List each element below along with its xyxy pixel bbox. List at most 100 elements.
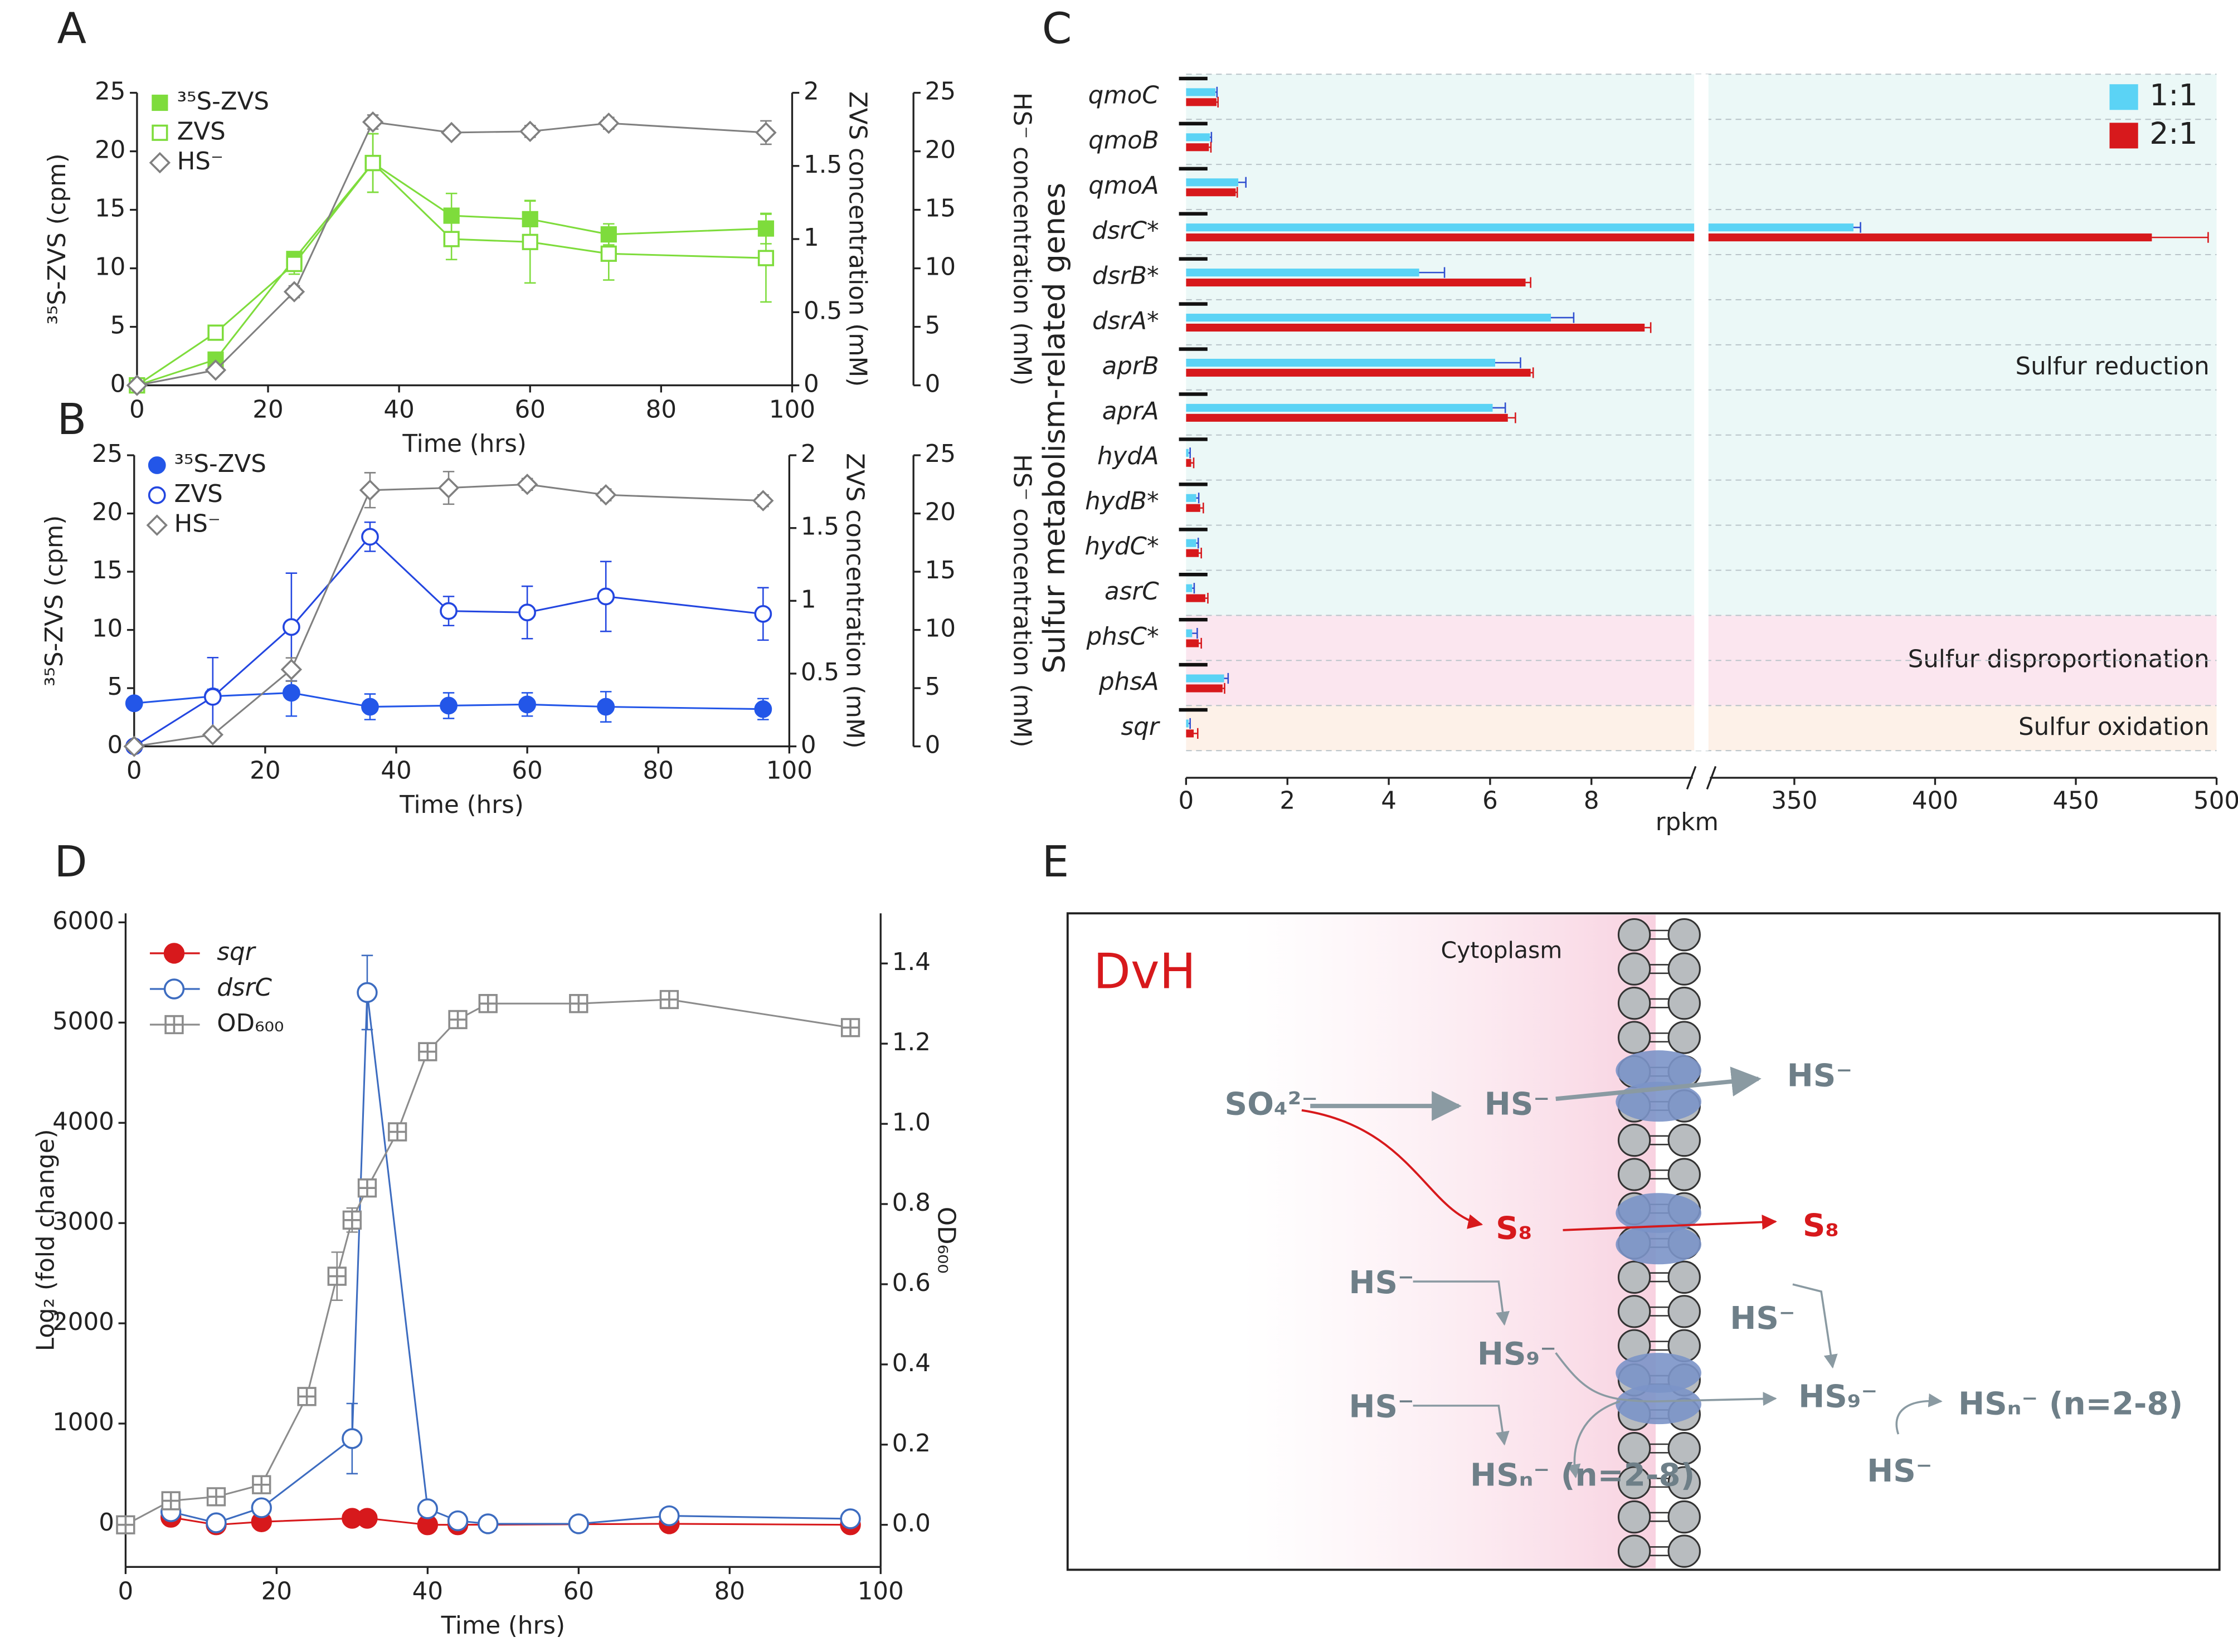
y3-axis-label: HS⁻ concentration (mM) — [1008, 454, 1035, 747]
bar — [1186, 639, 1199, 647]
marker — [359, 479, 381, 501]
bar — [1186, 403, 1493, 412]
bar — [1186, 494, 1196, 502]
error-bar — [1199, 548, 1202, 559]
marker — [518, 603, 536, 622]
lipid-head — [1617, 1466, 1651, 1499]
error-bar — [1495, 357, 1521, 368]
lipid-head — [1617, 986, 1651, 1020]
y-tick-label: 3000 — [52, 1208, 114, 1236]
x-axis-label: Time (hrs) — [402, 430, 527, 458]
x-tick-label: 100 — [858, 1577, 904, 1605]
y3-tick-label: 15 — [925, 557, 956, 584]
marker — [342, 1210, 362, 1230]
y2-tick-label: 0.5 — [804, 297, 842, 325]
x-tick-label: 0 — [129, 396, 145, 424]
y-axis-label: ³⁵S-ZVS (cpm) — [43, 153, 71, 324]
cytoplasm-shade — [1242, 914, 1656, 1568]
x-tick-label: 60 — [515, 396, 546, 424]
y-tick-label: dsrC* — [1092, 217, 1159, 245]
marker — [659, 1505, 680, 1527]
y-tick-label: hydB* — [1085, 488, 1159, 515]
marker — [755, 121, 777, 144]
marker — [283, 281, 305, 303]
y3-tick-label: 25 — [925, 78, 956, 106]
y-tick-label: asrC — [1105, 578, 1159, 606]
x-tick-label: 450 — [2052, 787, 2099, 815]
y2-tick-label: 0 — [801, 732, 816, 759]
lipid-head — [1617, 1431, 1651, 1465]
y-tick-label: dsrB* — [1092, 262, 1159, 290]
error-bar — [1419, 267, 1446, 278]
error-bar — [1507, 412, 1516, 423]
bar — [1186, 88, 1216, 96]
x-tick-label: 20 — [252, 396, 283, 424]
y2-tick-label: 0.8 — [892, 1189, 931, 1217]
y-tick-label: phsC* — [1086, 623, 1159, 651]
species-label: HS⁻ — [1485, 1086, 1550, 1123]
series-line — [133, 535, 763, 747]
marker — [362, 111, 384, 133]
marker — [440, 602, 458, 620]
y-axis-label: Log₂ (fold change) — [32, 1129, 60, 1351]
y-tick-label: 10 — [95, 254, 125, 281]
legend-marker — [148, 486, 166, 504]
marker — [161, 1491, 181, 1510]
y2-tick-label: 1.2 — [892, 1029, 931, 1056]
marker — [126, 374, 148, 396]
error-bar — [1196, 493, 1200, 504]
y-tick-label: 1000 — [52, 1409, 114, 1436]
error-bar — [1194, 728, 1199, 739]
lipid-head — [1617, 1500, 1651, 1534]
marker — [116, 1515, 135, 1534]
marker — [518, 695, 536, 714]
bar — [1186, 358, 1496, 367]
marker — [598, 112, 620, 134]
x-tick-label: 20 — [250, 757, 280, 785]
lipid-head — [1667, 1534, 1701, 1568]
error-bar — [2152, 232, 2209, 243]
y2-tick-label: 1 — [801, 586, 816, 613]
y-tick-label: 6000 — [52, 907, 114, 935]
marker — [437, 477, 460, 499]
marker — [206, 1487, 226, 1507]
species-label: HS⁻ — [1349, 1265, 1414, 1301]
y2-tick-label: 1.4 — [892, 948, 931, 976]
bar — [1186, 279, 1526, 287]
transporter — [1616, 1384, 1701, 1425]
legend-label: 1:1 — [2149, 77, 2198, 113]
y-tick-label: 25 — [92, 440, 123, 468]
error-bar — [1222, 683, 1225, 694]
legend-marker — [163, 943, 185, 964]
legend-label: ³⁵S-ZVS — [177, 87, 269, 115]
region-label: Sulfur oxidation — [2018, 713, 2210, 741]
panel-letter: C — [1042, 4, 1072, 53]
y-tick-label: 4000 — [52, 1108, 114, 1136]
error-bar — [1238, 177, 1247, 188]
bar — [1186, 594, 1205, 602]
error-bar — [1192, 583, 1195, 594]
bar — [1186, 729, 1194, 738]
marker — [361, 528, 379, 546]
marker — [757, 250, 775, 266]
error-bar — [1215, 86, 1218, 98]
marker — [840, 1508, 861, 1529]
y-tick-label: 20 — [92, 499, 123, 527]
axis-break-gap — [1694, 74, 1709, 751]
bar — [1186, 178, 1239, 187]
bar — [1186, 314, 1551, 322]
marker — [251, 1497, 272, 1518]
x-tick-label: 2 — [1279, 787, 1295, 815]
species-label: HS⁻ — [1787, 1058, 1852, 1094]
error-bar — [1209, 142, 1212, 153]
marker — [357, 1508, 378, 1529]
bar — [1186, 504, 1200, 512]
arrow — [1895, 1393, 1943, 1435]
lipid-head — [1617, 1260, 1651, 1294]
marker — [123, 735, 145, 757]
marker — [568, 1513, 590, 1534]
bar — [1186, 188, 1236, 197]
bar — [1186, 629, 1193, 637]
marker — [440, 121, 463, 144]
x-tick-label: 20 — [261, 1577, 292, 1605]
